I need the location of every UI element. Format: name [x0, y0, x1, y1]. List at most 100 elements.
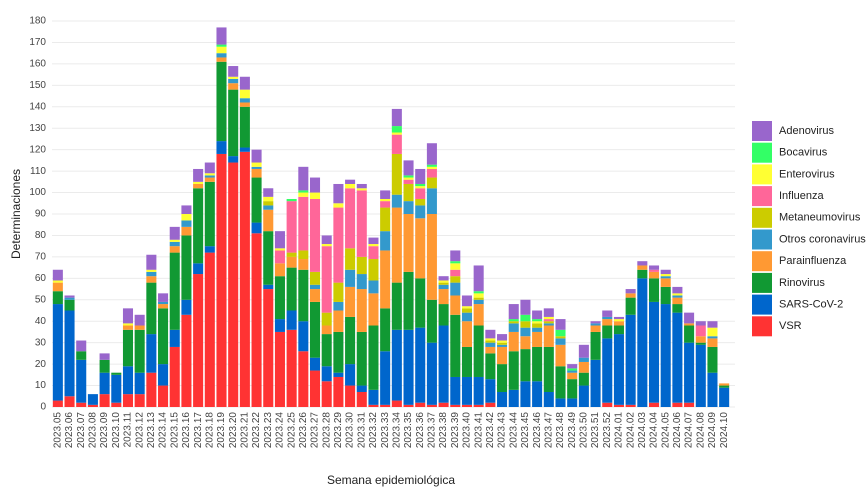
bar-segment [111, 372, 122, 375]
bar-segment [158, 293, 169, 302]
bar-segment [345, 248, 356, 270]
x-tick-label: 2023.13 [146, 412, 157, 449]
x-tick-label: 2023.50 [579, 412, 590, 449]
y-tick-label: 0 [40, 402, 46, 413]
x-tick-label: 2023.20 [228, 412, 239, 449]
bar-segment [368, 389, 379, 405]
bar-segment [356, 256, 367, 275]
bar-segment [625, 297, 636, 315]
bar-segment [485, 353, 496, 380]
bar-segment [216, 153, 227, 407]
bar-segment [578, 385, 589, 407]
bar-segment [251, 233, 262, 407]
bar-segment [64, 297, 75, 300]
bar-segment [403, 329, 414, 405]
bar-segment [298, 351, 309, 407]
bar-segment [345, 188, 356, 249]
bar-segment [684, 402, 695, 407]
x-tick-label: 2023.17 [193, 412, 204, 449]
bar-segment [99, 359, 110, 373]
bar-segment [695, 344, 706, 407]
x-tick-label: 2023.36 [415, 412, 426, 449]
bar-segment [485, 402, 496, 407]
bar-segment [438, 325, 449, 403]
bar-segment [345, 179, 356, 184]
legend-swatch [752, 294, 772, 315]
bar-segment [134, 329, 145, 373]
x-tick-label: 2023.52 [602, 412, 613, 449]
bar-segment [204, 175, 215, 178]
bar-segment [450, 314, 461, 377]
bar-segment [380, 250, 391, 309]
bar-segment [415, 402, 426, 407]
bar-segment [158, 304, 169, 309]
bar-segment [543, 391, 554, 407]
bar-segment [403, 175, 414, 178]
bar-segment [309, 198, 321, 272]
legend-label: Otros coronavirus [779, 233, 866, 245]
bar-segment [461, 312, 473, 322]
x-tick-label: 2024.08 [695, 412, 706, 449]
bar-segment [532, 323, 543, 328]
bar-segment [473, 297, 484, 300]
bar-segment [426, 188, 437, 214]
bar-segment [403, 214, 414, 272]
bar-segment [391, 194, 402, 208]
bar-segment [438, 289, 449, 305]
x-tick-label: 2023.11 [123, 412, 134, 448]
bar-segment [450, 269, 461, 277]
bar-segment [520, 336, 531, 350]
bar-segment [648, 271, 660, 279]
bar-segment [52, 269, 63, 281]
bar-segment [380, 198, 391, 202]
bar-segment [602, 310, 613, 317]
y-tick-label: 120 [29, 144, 46, 155]
bar-segment [543, 323, 554, 326]
bar-segment [309, 357, 321, 371]
bar-segment [543, 325, 554, 347]
bar-segment [461, 321, 473, 347]
bar-segment [590, 323, 601, 326]
bar-segment [567, 368, 578, 371]
bar-segment [111, 374, 122, 403]
bar-segment [520, 349, 531, 382]
bar-segment [333, 301, 344, 311]
bar-segment [204, 162, 215, 174]
bar-segment [251, 168, 262, 178]
x-tick-label: 2023.25 [286, 412, 297, 449]
bar-segment [263, 201, 274, 206]
x-axis-title: Semana epidemiológica [327, 473, 455, 487]
bar-segment [228, 162, 239, 407]
bar-segment [146, 372, 157, 407]
bar-segment [485, 346, 496, 354]
bar-segment [99, 394, 110, 407]
bar-segment [450, 404, 461, 407]
bar-segment [239, 106, 250, 148]
bar-segment [543, 316, 554, 320]
bar-segment [87, 404, 98, 407]
bar-segment [648, 269, 660, 272]
bar-segment [391, 282, 402, 330]
y-tick-label: 130 [29, 123, 46, 134]
bar-segment [309, 177, 321, 193]
bar-segment [158, 308, 169, 365]
bar-segment [286, 329, 297, 407]
x-tick-label: 2023.44 [508, 412, 519, 449]
bar-segment [485, 338, 496, 341]
x-tick-label: 2023.15 [169, 412, 180, 449]
bar-segment [333, 331, 344, 373]
legend-swatch [752, 272, 772, 293]
bar-segment [590, 325, 601, 332]
bar-segment [613, 319, 624, 322]
bar-segment [450, 263, 461, 270]
y-tick-label: 150 [29, 80, 46, 91]
bar-segment [181, 214, 192, 221]
bar-segment [193, 183, 204, 189]
bar-segment [613, 334, 624, 405]
bar-segment [87, 394, 98, 405]
x-tick-label: 2024.04 [649, 412, 660, 449]
bar-segment [590, 321, 601, 324]
bar-segment [473, 299, 484, 305]
y-tick-label: 10 [35, 380, 47, 391]
bar-segment [660, 276, 671, 279]
